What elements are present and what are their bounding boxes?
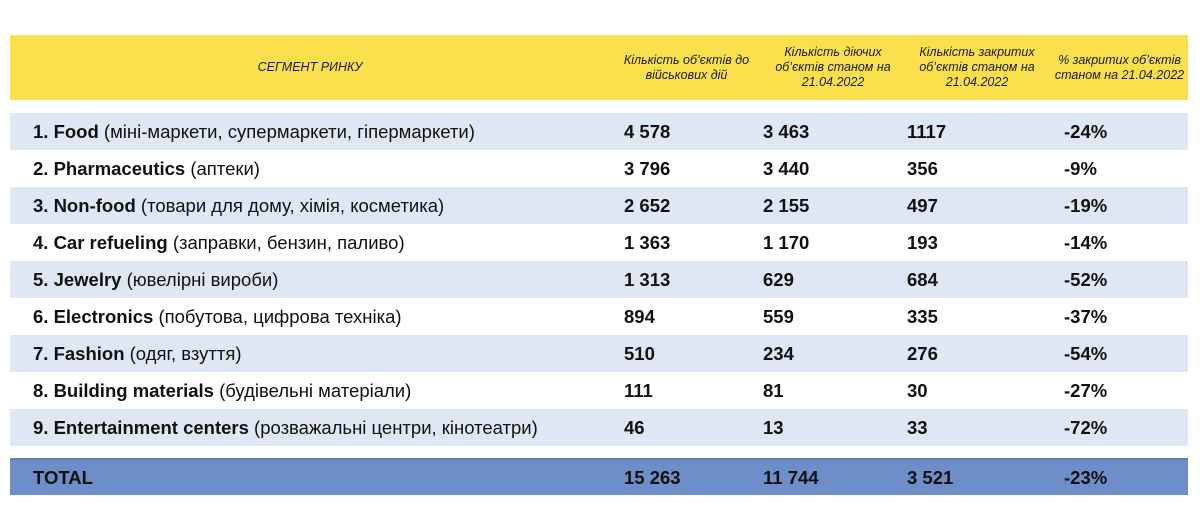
- total-closed: 3 521: [907, 466, 954, 488]
- segment-name: 7. Fashion: [33, 342, 125, 364]
- before-war-cell: 894: [624, 305, 655, 327]
- header-segment: СЕГМЕНТ РИНКУ: [257, 60, 363, 74]
- segment-desc: (міні-маркети, супермаркети, гіпермаркет…: [98, 120, 475, 142]
- total-label: TOTAL: [33, 466, 93, 488]
- table-row: 1. Food (міні-маркети, супермаркети, гіп…: [10, 113, 1188, 150]
- segment-name: 9. Entertainment centers: [33, 416, 249, 438]
- table-row: 9. Entertainment centers (розважальні це…: [10, 409, 1188, 446]
- table-row: 6. Electronics (побутова, цифрова технік…: [10, 298, 1188, 335]
- table-row: 3. Non-food (товари для дому, хімія, кос…: [10, 187, 1188, 224]
- closed-pct-cell: -14%: [1064, 231, 1108, 253]
- closed-cell: 335: [907, 305, 938, 327]
- segment-cell: 2. Pharmaceutics (аптеки): [10, 158, 610, 180]
- closed-cell: 684: [907, 268, 938, 290]
- segment-cell: 1. Food (міні-маркети, супермаркети, гіп…: [10, 121, 610, 143]
- operating-cell: 2 155: [763, 194, 810, 216]
- operating-cell: 3 440: [763, 157, 810, 179]
- segment-desc: (аптеки): [185, 157, 260, 179]
- segment-desc: (товари для дому, хімія, косметика): [135, 194, 445, 216]
- closed-pct-cell: -37%: [1064, 305, 1108, 327]
- table-header: СЕГМЕНТ РИНКУ Кількість об’єктів до війс…: [10, 35, 1188, 100]
- segment-cell: 6. Electronics (побутова, цифрова технік…: [10, 306, 610, 328]
- segment-name: 6. Electronics: [33, 305, 154, 327]
- segment-cell: 3. Non-food (товари для дому, хімія, кос…: [10, 195, 610, 217]
- before-war-cell: 3 796: [624, 157, 671, 179]
- segment-desc: (будівельні матеріали): [213, 379, 412, 401]
- segment-name: 2. Pharmaceutics: [33, 157, 186, 179]
- segment-cell: 8. Building materials (будівельні матері…: [10, 380, 610, 402]
- table-row: 5. Jewelry (ювелірні вироби) 1 313 629 6…: [10, 261, 1188, 298]
- segment-desc: (побутова, цифрова техніка): [153, 305, 402, 327]
- header-before-war: Кількість об’єктів до військових дій: [623, 52, 750, 82]
- segment-cell: 7. Fashion (одяг, взуття): [10, 343, 610, 365]
- segment-name: 5. Jewelry: [33, 268, 122, 290]
- table-row: 7. Fashion (одяг, взуття) 510 234 276 -5…: [10, 335, 1188, 372]
- closed-pct-cell: -52%: [1064, 268, 1108, 290]
- operating-cell: 1 170: [763, 231, 810, 253]
- retail-segments-table: СЕГМЕНТ РИНКУ Кількість об’єктів до війс…: [10, 35, 1188, 495]
- closed-cell: 497: [907, 194, 938, 216]
- total-operating: 11 744: [763, 466, 819, 488]
- segment-desc: (одяг, взуття): [124, 342, 242, 364]
- closed-pct-cell: -27%: [1064, 379, 1108, 401]
- closed-pct-cell: -72%: [1064, 416, 1108, 438]
- header-operating: Кількість діючих об’єктів станом на 21.0…: [775, 45, 891, 89]
- closed-cell: 276: [907, 342, 938, 364]
- operating-cell: 3 463: [763, 120, 810, 142]
- before-war-cell: 2 652: [624, 194, 671, 216]
- segment-desc: (заправки, бензин, паливо): [167, 231, 405, 253]
- closed-pct-cell: -24%: [1064, 120, 1108, 142]
- total-before-war: 15 263: [624, 466, 681, 488]
- before-war-cell: 1 363: [624, 231, 671, 253]
- total-row: TOTAL 15 263 11 744 3 521 -23%: [10, 458, 1188, 495]
- before-war-cell: 111: [624, 379, 653, 401]
- segment-cell: 4. Car refueling (заправки, бензин, пали…: [10, 232, 610, 254]
- operating-cell: 81: [763, 379, 784, 401]
- segment-name: 8. Building materials: [33, 379, 214, 401]
- operating-cell: 234: [763, 342, 794, 364]
- total-closed-pct: -23%: [1064, 466, 1108, 488]
- segment-name: 4. Car refueling: [33, 231, 168, 253]
- closed-cell: 1117: [907, 120, 947, 142]
- closed-cell: 193: [907, 231, 938, 253]
- closed-cell: 356: [907, 157, 938, 179]
- operating-cell: 559: [763, 305, 794, 327]
- closed-cell: 30: [907, 379, 928, 401]
- header-closed: Кількість закритих об’єктів станом на 21…: [919, 45, 1035, 89]
- closed-cell: 33: [907, 416, 928, 438]
- table-row: 8. Building materials (будівельні матері…: [10, 372, 1188, 409]
- operating-cell: 629: [763, 268, 794, 290]
- closed-pct-cell: -19%: [1064, 194, 1108, 216]
- header-closed-pct: % закритих об’єктів станом на 21.04.2022: [1054, 52, 1185, 82]
- segment-cell: 9. Entertainment centers (розважальні це…: [10, 417, 610, 439]
- closed-pct-cell: -9%: [1064, 157, 1097, 179]
- table-row: 2. Pharmaceutics (аптеки) 3 796 3 440 35…: [10, 150, 1188, 187]
- before-war-cell: 4 578: [624, 120, 671, 142]
- before-war-cell: 1 313: [624, 268, 671, 290]
- segment-cell: 5. Jewelry (ювелірні вироби): [10, 269, 610, 291]
- segment-name: 3. Non-food: [33, 194, 136, 216]
- segment-desc: (ювелірні вироби): [121, 268, 279, 290]
- table-row: 4. Car refueling (заправки, бензин, пали…: [10, 224, 1188, 261]
- closed-pct-cell: -54%: [1064, 342, 1108, 364]
- table-body: 1. Food (міні-маркети, супермаркети, гіп…: [10, 113, 1188, 446]
- segment-name: 1. Food: [33, 120, 99, 142]
- segment-desc: (розважальні центри, кінотеатри): [248, 416, 538, 438]
- before-war-cell: 46: [624, 416, 645, 438]
- before-war-cell: 510: [624, 342, 655, 364]
- operating-cell: 13: [763, 416, 784, 438]
